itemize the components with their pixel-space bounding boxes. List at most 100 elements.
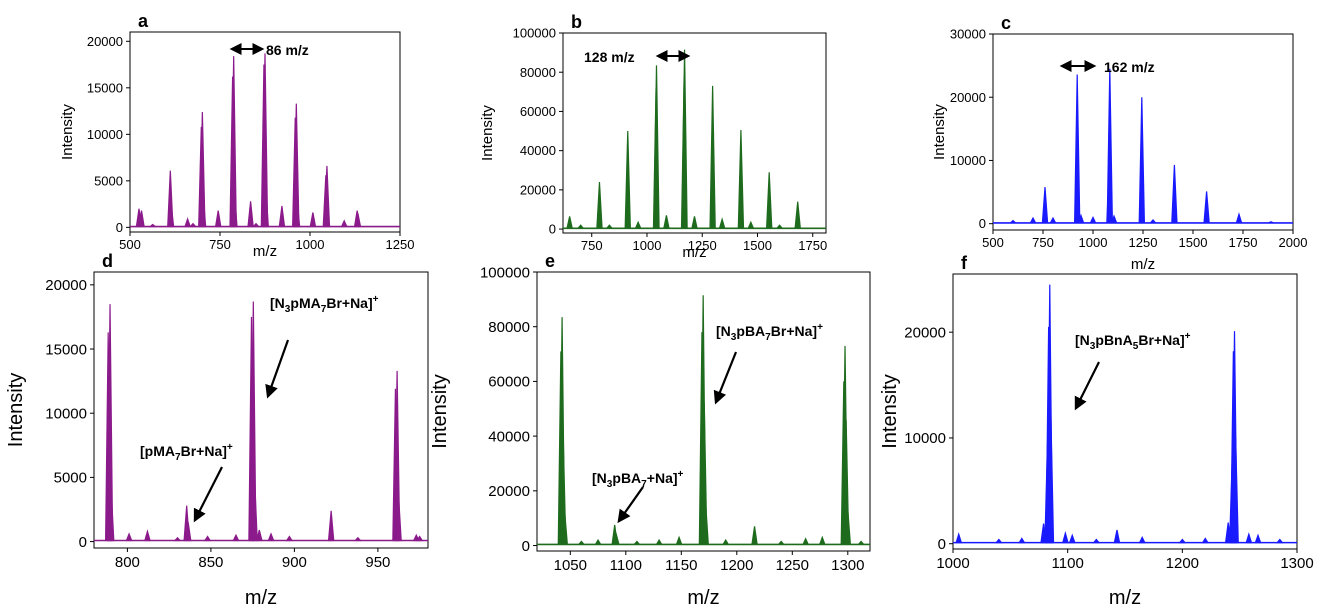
spectrum-peak — [214, 210, 222, 228]
y-axis-title: Intensity — [931, 104, 948, 160]
spectrum-peak — [747, 220, 755, 229]
panel-f: 1000 1100 1200 1300 0 10000 20000 m/z Intensity f… — [879, 253, 1314, 609]
spectrum-peak — [1092, 538, 1101, 544]
spectrum-peak — [818, 535, 826, 546]
peak-assignment-label: [N3pMA7Br+Na]+ — [270, 294, 379, 315]
x-axis-title: m/z — [253, 243, 277, 260]
x-tick-label: 1200 — [1166, 555, 1199, 572]
spectrum-peak — [1029, 216, 1037, 224]
spacing-label: 162 m/z — [1104, 59, 1155, 75]
y-tick-label: 10000 — [45, 405, 87, 422]
spectrum-peak — [173, 536, 182, 542]
spectrum-series — [130, 53, 400, 228]
spectrum-peak — [765, 172, 773, 229]
plot-frame — [129, 31, 401, 233]
y-tick-label: 40000 — [488, 428, 530, 445]
spectrum-peak — [203, 535, 212, 542]
spectrum-peak — [1041, 186, 1049, 224]
panel-letter: b — [571, 12, 582, 32]
peak-assignment-label: [N3pBA7+Na]+ — [592, 469, 684, 490]
spacing-label: 128 m/z — [584, 49, 635, 65]
spectrum-peak — [702, 504, 709, 546]
x-tick-label: 1500 — [743, 238, 772, 253]
spectrum-peak — [1068, 533, 1076, 544]
spectrum-peak — [354, 213, 362, 228]
panel-letter: f — [961, 253, 968, 273]
spectrum-peak — [1275, 538, 1284, 544]
spectrum-peak — [1073, 74, 1081, 224]
spectrum-peak — [794, 201, 801, 229]
spectrum-peak — [1049, 216, 1057, 224]
spectrum-peak — [624, 131, 631, 229]
x-tick-label: 1300 — [1280, 555, 1313, 572]
x-tick-label: 950 — [365, 554, 390, 571]
spectrum-peak — [125, 532, 133, 542]
plot-frame — [93, 271, 429, 549]
spectrum-series — [953, 284, 1297, 544]
spectrum-peak — [107, 490, 115, 542]
spectrum-peak — [415, 535, 424, 542]
y-tick-label: 0 — [938, 536, 946, 553]
spectrum-peak — [251, 479, 258, 542]
spectrum-peak — [655, 538, 663, 546]
spectrum-peak — [596, 181, 603, 229]
x-tick-label: 1250 — [776, 557, 809, 574]
spectrum-peak — [594, 538, 602, 546]
plot-frame — [536, 271, 871, 552]
y-tick-label: 100000 — [480, 264, 530, 281]
y-tick-label: 20000 — [950, 90, 986, 105]
spectrum-peak — [267, 532, 275, 542]
y-axis-title: Intensity — [59, 104, 76, 160]
y-tick-label: 60000 — [488, 374, 530, 391]
spectrum-peak — [1203, 191, 1210, 224]
y-tick-label: 10000 — [950, 153, 986, 168]
spectrum-peak — [184, 217, 192, 228]
panel-letter: e — [545, 251, 555, 271]
spectrum-peak — [612, 532, 620, 546]
y-tick-label: 30000 — [950, 27, 986, 42]
x-tick-label: 1750 — [1229, 235, 1258, 250]
x-axis-title: m/z — [682, 244, 706, 261]
spectrum-peak — [632, 540, 641, 546]
x-tick-label: 1150 — [665, 557, 697, 574]
spectrum-peak — [1138, 97, 1146, 224]
spectrum-peak — [395, 496, 402, 542]
y-tick-label: 5000 — [94, 173, 123, 188]
spectrum-peak — [199, 194, 207, 228]
y-tick-label: 0 — [116, 220, 123, 235]
spectrum-peak — [144, 529, 151, 542]
spectrum-peak — [634, 220, 642, 229]
y-tick-label: 10000 — [904, 430, 946, 447]
spectrum-peak — [1235, 212, 1243, 224]
y-tick-label: 0 — [79, 534, 87, 551]
x-axis-title: m/z — [687, 587, 719, 609]
panel-c: 500 750 1000 1250 1500 1750 200001000020000300… — [931, 13, 1307, 273]
x-tick-label: 1100 — [610, 557, 642, 574]
spectrum-peak — [751, 526, 758, 546]
x-tick-label: 1000 — [1079, 235, 1108, 250]
spectrum-peak — [293, 199, 301, 228]
x-tick-label: 1100 — [1052, 555, 1084, 572]
x-tick-label: 850 — [198, 554, 223, 571]
y-tick-label: 0 — [522, 538, 530, 555]
spectrum-peak — [955, 532, 963, 544]
peak-assignment-label: [N3pBA7Br+Na]+ — [716, 322, 823, 343]
spectrum-peak — [775, 224, 784, 229]
y-tick-label: 80000 — [488, 319, 530, 336]
y-tick-label: 20000 — [45, 277, 87, 294]
spectrum-peak — [1106, 68, 1114, 224]
x-tick-label: 1250 — [1129, 235, 1158, 250]
spectrum-peak — [184, 522, 192, 542]
y-tick-label: 80000 — [520, 65, 556, 80]
x-tick-label: 2000 — [1279, 235, 1308, 250]
x-tick-label: 900 — [282, 554, 307, 571]
y-axis-title: Intensity — [479, 105, 496, 161]
y-tick-label: 5000 — [54, 470, 87, 487]
peak-arrow — [193, 466, 223, 523]
spectrum-peak — [285, 535, 294, 542]
y-tick-label: 20000 — [520, 182, 556, 197]
spectrum-peak — [255, 529, 263, 542]
spectrum-peak — [1047, 416, 1055, 544]
panel-letter: c — [1001, 13, 1011, 33]
spectrum-peak — [189, 222, 197, 228]
